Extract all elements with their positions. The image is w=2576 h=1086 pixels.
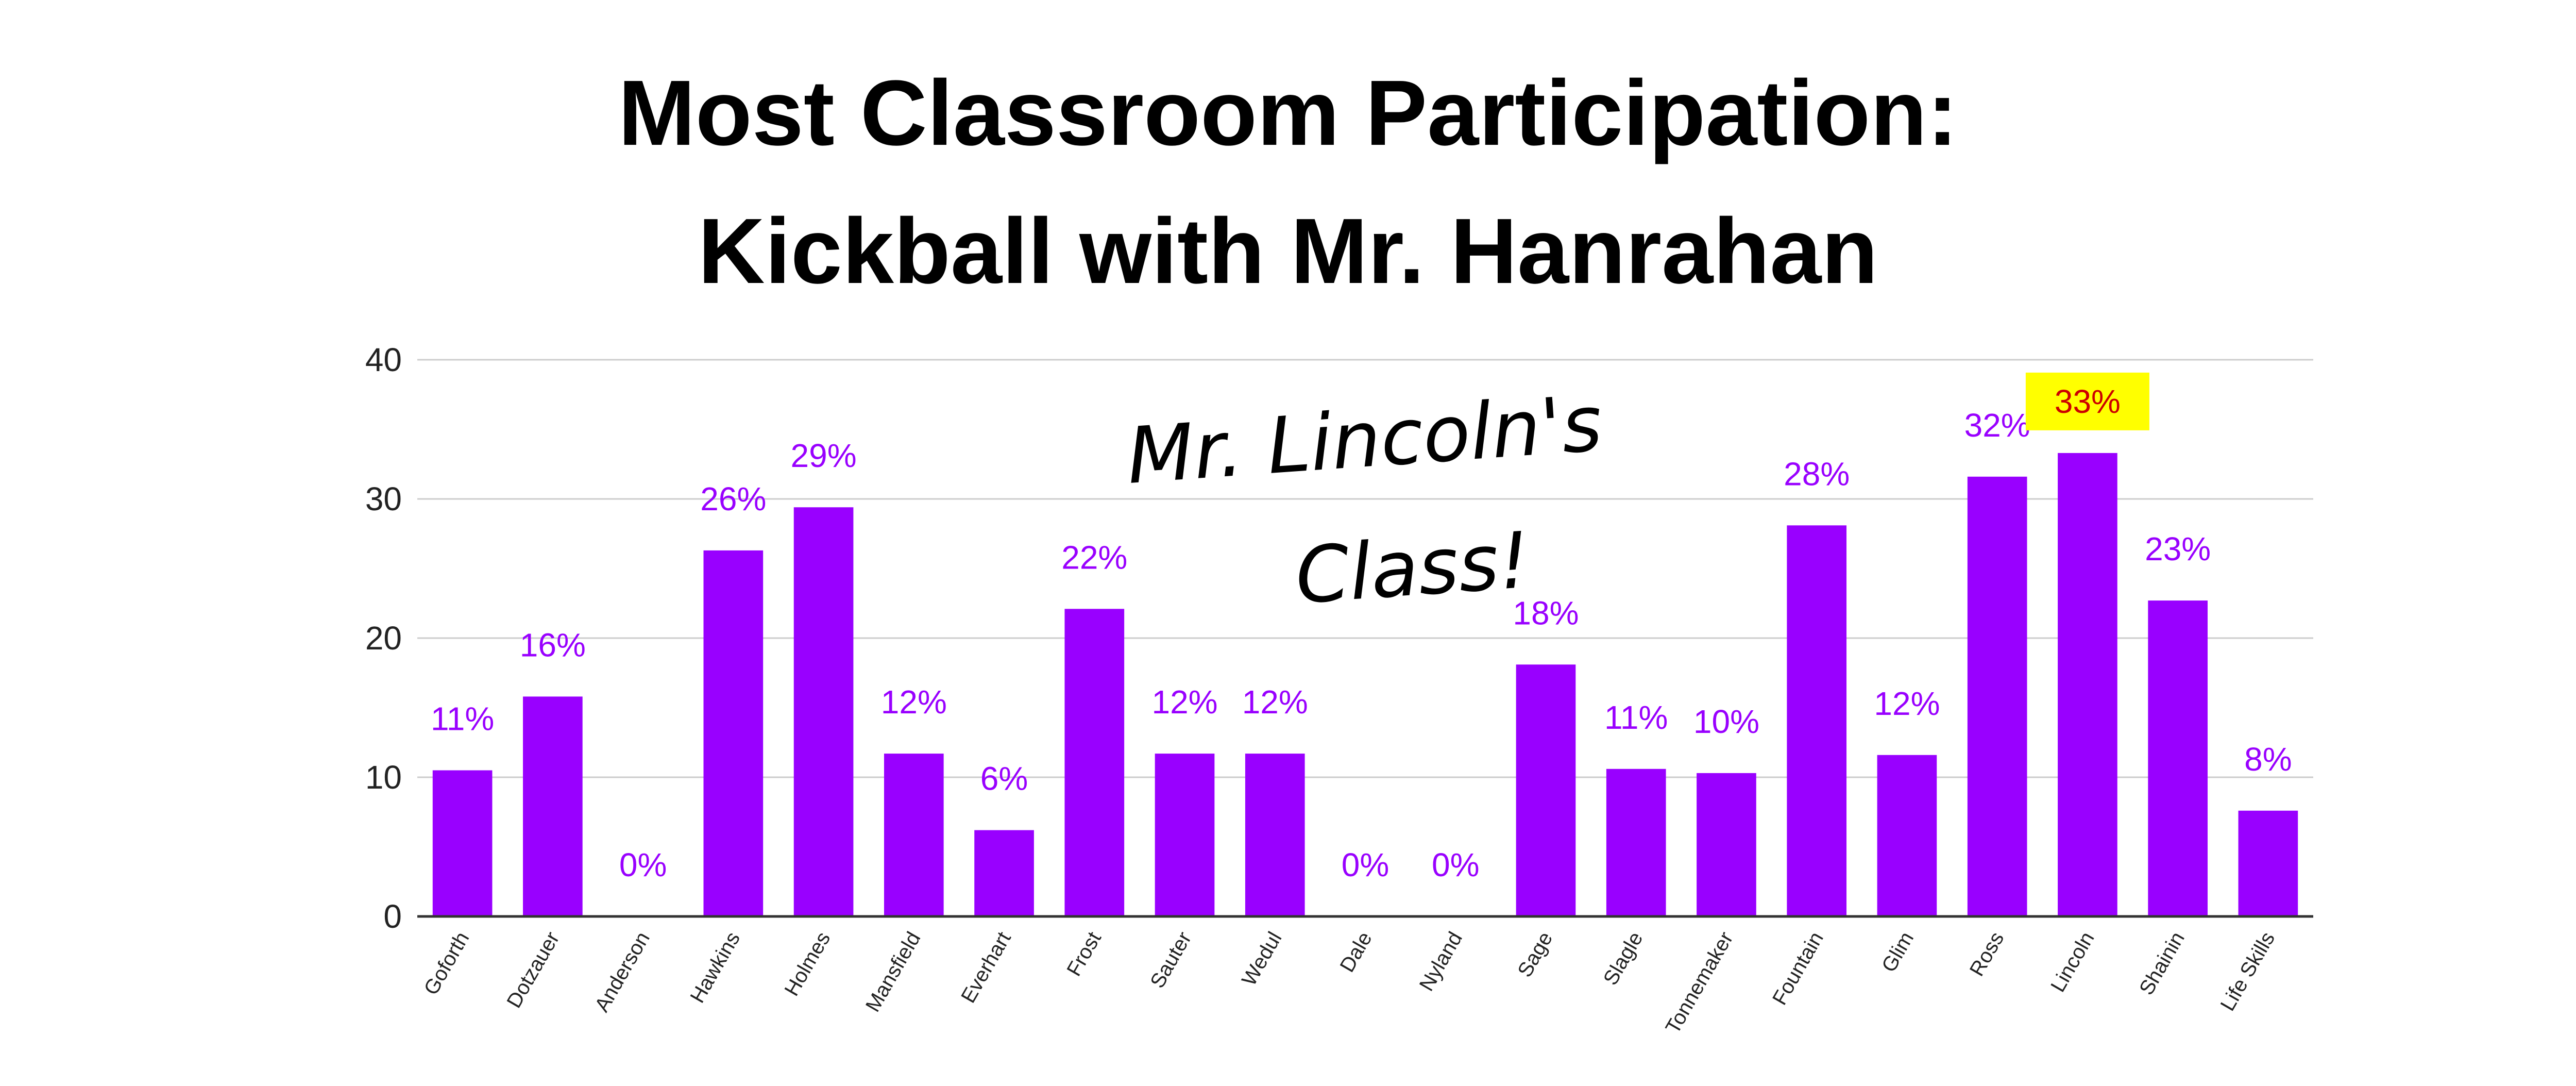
x-tick-label: Ross [1965,928,2009,980]
y-tick-label: 10 [365,759,402,796]
bar [974,830,1034,916]
bar [2058,453,2117,916]
x-tick-label: Holmes [780,928,835,1000]
bar [1245,754,1305,916]
data-label: 8% [2244,741,2292,778]
data-label: 12% [881,683,947,721]
bar [1155,754,1215,916]
data-label: 0% [1432,846,1480,883]
bar [1064,609,1125,916]
bar [523,696,583,916]
highlight-box [2025,372,2149,430]
annotation-line-2: Class! [1293,515,1533,621]
data-label: 12% [1242,683,1308,721]
chart-title-line-2: Kickball with Mr. Hanrahan [698,199,1878,303]
data-label: 11% [1604,699,1668,736]
data-label: 16% [520,626,586,663]
x-tick-label: Shainin [2135,928,2189,999]
x-tick-label: Tonnemaker [1662,928,1738,1038]
x-tick-label: Wedul [1238,928,1286,990]
data-label: 29% [791,437,857,474]
y-tick-label: 0 [383,898,402,935]
x-tick-label: Fountain [1768,928,1828,1009]
bar [1877,755,1937,916]
x-tick-label: Frost [1062,928,1106,980]
bar [1516,664,1576,916]
x-tick-label: Mansfield [861,928,925,1016]
x-tick-label: Everhart [957,928,1015,1007]
x-tick-label: Hawkins [686,928,744,1007]
bar [2238,810,2298,916]
data-label: 22% [1061,539,1127,576]
x-tick-label: Dale [1336,928,1377,976]
y-tick-label: 40 [365,341,402,378]
x-tick-label: Anderson [590,928,654,1016]
data-label: 12% [1874,685,1940,722]
bar [1697,773,1756,916]
data-label: 10% [1693,703,1759,740]
bar [884,754,944,916]
bar [793,507,854,916]
x-axis-ticks: Goforth Dotzauer Anderson Hawkins Holmes Mans… [420,928,2280,1038]
x-tick-label: Lincoln [2046,928,2098,996]
x-tick-label: Sauter [1146,928,1196,992]
data-label: 33% [2055,383,2121,420]
bar [2148,600,2208,916]
bars [432,453,2298,916]
data-label: 18% [1513,594,1579,631]
y-tick-label: 20 [365,620,402,657]
y-tick-label: 30 [365,480,402,517]
data-labels: 11% 16% 0% 26% 29% 12% 6% 22% 12% 12% 0% 0% 18% 11% 10… [431,372,2292,883]
bar [703,550,764,916]
bar [432,770,493,916]
y-axis-ticks: 0 10 20 30 40 [365,341,402,935]
bar [1967,476,2027,916]
x-tick-label: Nyland [1415,928,1467,995]
data-label: 28% [1784,455,1850,492]
annotation-line-1: Mr. Lincoln's [1124,379,1605,502]
data-label: 11% [431,700,494,738]
x-tick-label: Glim [1877,928,1918,976]
bar [1606,768,1666,916]
x-tick-label: Goforth [420,928,474,999]
x-tick-label: Slagle [1599,928,1648,989]
data-label: 26% [700,480,766,517]
data-label: 23% [2145,530,2211,567]
x-tick-label: Life Skills [2216,928,2280,1015]
data-label: 32% [1964,407,2030,444]
x-tick-label: Dotzauer [502,928,564,1012]
data-label: 0% [1342,846,1389,883]
bar [1787,525,1847,916]
x-tick-label: Sage [1513,928,1557,981]
data-label: 0% [619,846,667,883]
data-label: 6% [980,760,1028,797]
chart-title-line-1: Most Classroom Participation: [618,61,1958,165]
data-label: 12% [1151,683,1217,721]
